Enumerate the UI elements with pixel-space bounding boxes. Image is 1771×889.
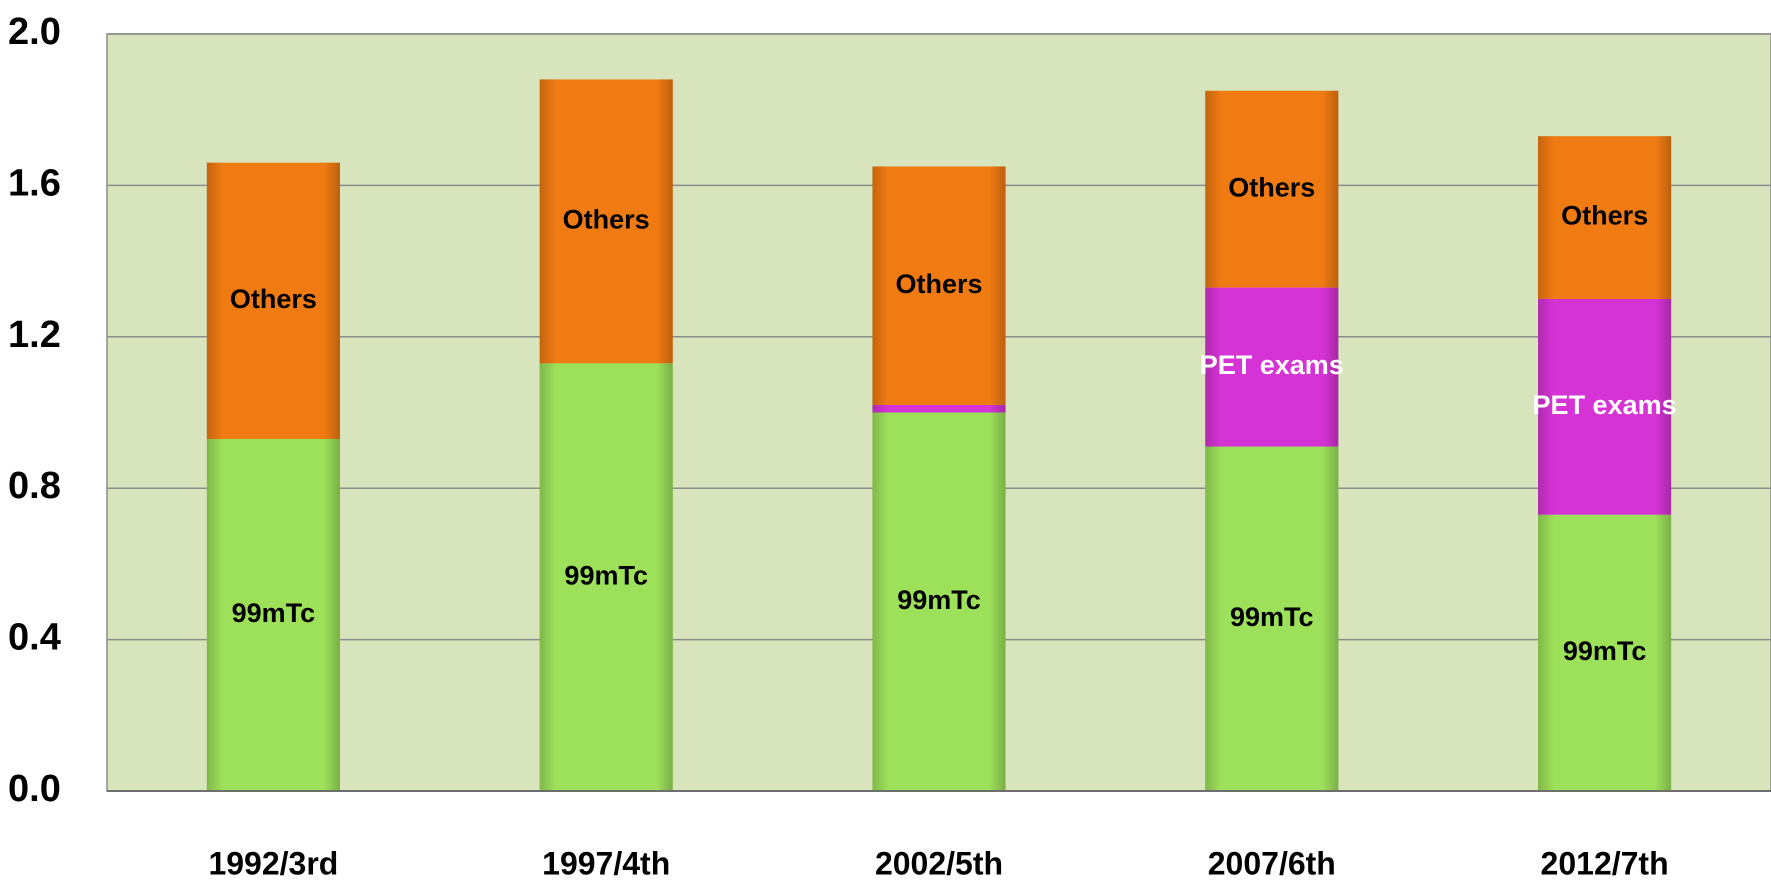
y-tick-label: 1.2 [8,314,61,356]
bar-shade [206,162,340,439]
segment-label: 99mTc [564,560,648,590]
bar-shade [1205,90,1339,288]
segment-label: Others [1228,172,1315,202]
bar-shade [1538,298,1672,515]
segment-label: Others [230,284,317,314]
segment-label: Others [563,204,650,234]
x-tick-label: 1997/4th [542,845,670,881]
y-tick-label: 0.0 [8,768,61,810]
bar-shade [206,438,340,791]
bar-shade [872,166,1006,405]
x-tick-label: 2002/5th [875,845,1003,881]
bar-shade [1205,287,1339,447]
x-tick-label: 2007/6th [1208,845,1336,881]
segment-label: 99mTc [232,598,316,628]
segment-label: PET exams [1533,390,1677,420]
bar-shade [872,412,1006,791]
segment-label: 99mTc [1563,636,1647,666]
bar-shade [1205,446,1339,791]
bar-shade [872,404,1006,413]
x-tick-label: 1992/3rd [208,845,338,881]
bar-shade [539,363,673,791]
y-tick-label: 2.0 [8,11,61,53]
y-tick-label: 0.8 [8,465,61,507]
segment-label: Others [895,269,982,299]
bar-shade [1538,514,1672,791]
segment-label: PET exams [1200,350,1344,380]
segment-label: 99mTc [897,585,981,615]
bar-shade [1538,136,1672,299]
segment-label: Others [1561,201,1648,231]
y-tick-label: 0.4 [8,617,61,659]
x-tick-label: 2012/7th [1541,845,1669,881]
y-tick-label: 1.6 [8,162,61,204]
bar-shade [539,79,673,364]
segment-label: 99mTc [1230,602,1314,632]
